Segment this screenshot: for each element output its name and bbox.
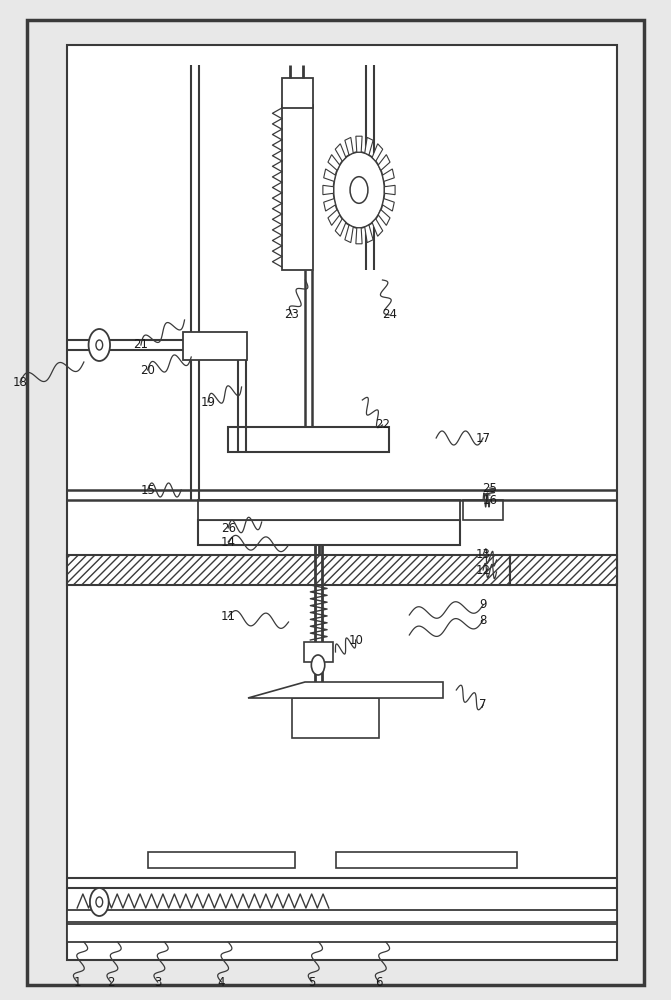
Polygon shape — [382, 169, 395, 181]
Polygon shape — [356, 136, 362, 152]
Polygon shape — [336, 144, 346, 161]
Text: 20: 20 — [140, 363, 155, 376]
Text: 23: 23 — [285, 308, 299, 322]
Text: 24: 24 — [382, 308, 397, 322]
Polygon shape — [378, 155, 390, 170]
Circle shape — [333, 152, 384, 228]
Polygon shape — [378, 210, 390, 225]
Polygon shape — [365, 137, 373, 155]
Polygon shape — [345, 137, 353, 155]
Polygon shape — [323, 185, 333, 195]
Text: 25: 25 — [482, 482, 497, 494]
Text: 15: 15 — [140, 484, 155, 496]
Bar — [198, 520, 460, 545]
Polygon shape — [328, 210, 340, 225]
Bar — [292, 698, 379, 738]
Bar — [304, 642, 333, 662]
Text: 7: 7 — [479, 698, 487, 712]
Bar — [67, 555, 510, 585]
Text: 6: 6 — [375, 976, 383, 988]
Circle shape — [96, 340, 103, 350]
Text: 17: 17 — [476, 432, 491, 444]
Text: 19: 19 — [201, 395, 215, 408]
Polygon shape — [328, 155, 340, 170]
Polygon shape — [372, 144, 382, 161]
Polygon shape — [323, 169, 336, 181]
Text: 11: 11 — [221, 610, 236, 624]
Text: 13: 13 — [476, 548, 491, 562]
Text: 21: 21 — [134, 338, 148, 352]
Text: 2: 2 — [107, 976, 115, 988]
Polygon shape — [372, 219, 382, 236]
Circle shape — [311, 655, 325, 675]
Text: 10: 10 — [348, 634, 363, 647]
Polygon shape — [382, 199, 395, 211]
Bar — [67, 924, 617, 942]
Polygon shape — [356, 228, 362, 244]
Bar — [282, 105, 313, 270]
Text: 3: 3 — [154, 976, 161, 988]
Text: 22: 22 — [375, 418, 390, 432]
Polygon shape — [248, 682, 443, 698]
Text: 8: 8 — [480, 613, 486, 626]
Polygon shape — [384, 185, 395, 195]
Bar — [228, 427, 389, 452]
Circle shape — [90, 888, 109, 916]
Circle shape — [96, 897, 103, 907]
Polygon shape — [345, 225, 353, 243]
Text: 4: 4 — [217, 976, 225, 988]
Bar — [463, 500, 503, 520]
Text: 5: 5 — [309, 976, 315, 988]
Circle shape — [89, 329, 110, 361]
Text: 9: 9 — [479, 598, 487, 611]
Bar — [67, 45, 617, 960]
Text: 12: 12 — [476, 564, 491, 576]
Text: 18: 18 — [13, 375, 28, 388]
Bar — [336, 852, 517, 868]
Bar — [282, 78, 313, 108]
Polygon shape — [323, 199, 336, 211]
Text: 26: 26 — [221, 522, 236, 534]
Bar — [183, 332, 247, 360]
Bar — [148, 852, 295, 868]
Polygon shape — [336, 219, 346, 236]
Circle shape — [350, 177, 368, 203]
Bar — [198, 500, 460, 520]
Polygon shape — [365, 225, 373, 243]
Text: 14: 14 — [221, 536, 236, 548]
Bar — [67, 910, 617, 922]
Bar — [510, 555, 617, 585]
Text: 16: 16 — [482, 493, 497, 506]
Text: 1: 1 — [73, 976, 81, 988]
